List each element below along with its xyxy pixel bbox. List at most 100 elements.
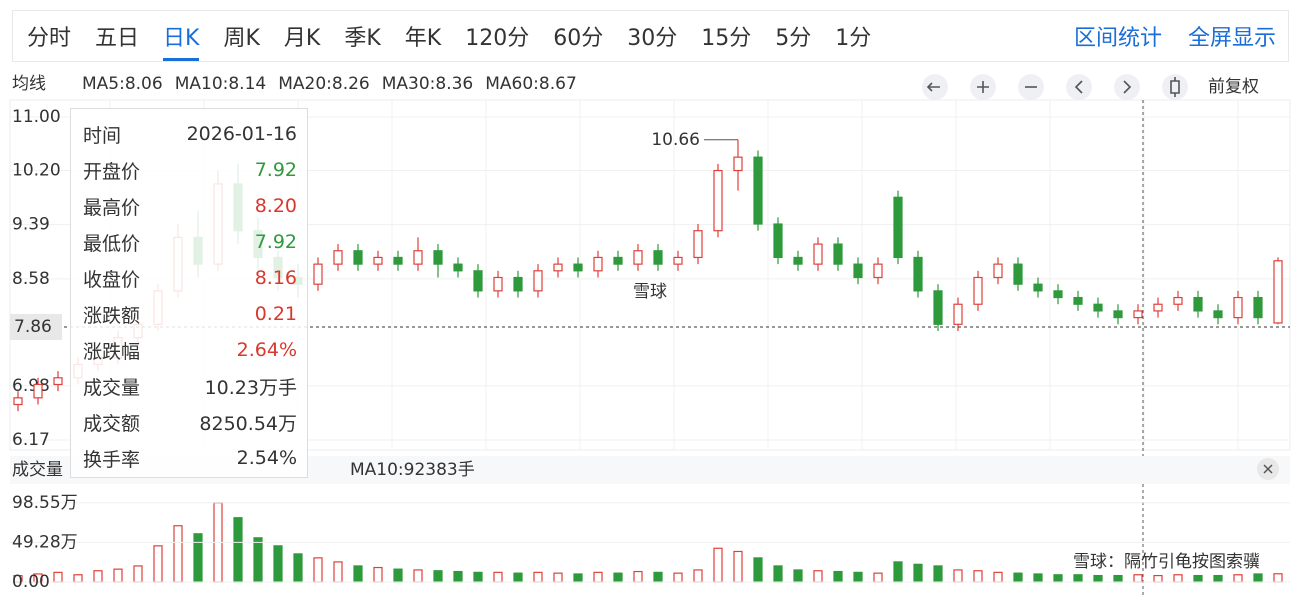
volume-bar xyxy=(153,545,163,583)
volume-bar xyxy=(693,569,703,583)
tool-button[interactable]: 区间统计 xyxy=(1073,26,1162,51)
period-tab[interactable]: 120分 xyxy=(465,25,530,51)
period-tab[interactable]: 月K xyxy=(283,25,321,51)
toolbar-icon[interactable] xyxy=(1114,74,1140,100)
period-tab[interactable]: 年K xyxy=(404,25,442,51)
tools: 区间统计 全屏显示 xyxy=(1048,20,1276,52)
volume-bar xyxy=(633,570,643,583)
volume-bar xyxy=(733,550,743,583)
tooltip: 时间 2026-01-16 开盘价 7.92 最高价 8.20 最低价 7.92 收盘价 8.16… xyxy=(70,108,308,478)
volume-bar xyxy=(313,557,323,583)
volume-tick-label: 98.55万 xyxy=(12,493,78,513)
period-tab[interactable]: 15分 xyxy=(701,25,752,51)
candle-body xyxy=(773,223,783,259)
volume-bar xyxy=(973,570,983,583)
volume-bar xyxy=(753,557,763,583)
candle-body xyxy=(1193,296,1203,312)
volume-bar xyxy=(473,571,483,583)
volume-bar xyxy=(793,569,803,583)
period-tab[interactable]: 5分 xyxy=(775,25,812,51)
volume-bar xyxy=(73,574,83,583)
period-tab[interactable]: 周K xyxy=(223,25,260,51)
period-tab[interactable]: 1分 xyxy=(835,25,872,51)
volume-bar xyxy=(113,568,123,583)
volume-bar xyxy=(1253,573,1263,583)
tooltip-label: 时间 xyxy=(83,124,122,147)
candle-body xyxy=(673,256,683,265)
ma-legend: MA5:8.06 xyxy=(82,74,163,94)
period-tab[interactable]: 日K xyxy=(163,12,200,61)
volume-bar xyxy=(573,573,583,583)
volume-bar xyxy=(713,547,723,583)
tooltip-row: 成交额 8250.54万 xyxy=(83,407,297,437)
y-tick-label: 9.39 xyxy=(12,215,50,235)
ma-legend: MA60:8.67 xyxy=(485,74,577,94)
candle-body xyxy=(1073,296,1083,305)
volume-bar xyxy=(873,572,883,583)
volume-bar xyxy=(1233,574,1243,583)
tooltip-row: 最高价 8.20 xyxy=(83,191,297,221)
adjust-toggle[interactable]: 前复权 xyxy=(1208,77,1259,97)
toolbar-glyph xyxy=(1170,77,1180,97)
close-glyph xyxy=(1263,464,1273,474)
candle-body xyxy=(813,243,823,265)
volume-bar xyxy=(953,569,963,583)
volume-bar xyxy=(373,566,383,583)
volume-bar xyxy=(893,561,903,583)
candle-body xyxy=(433,250,443,265)
volume-bar xyxy=(133,565,143,583)
volume-bar xyxy=(833,570,843,583)
period-tab[interactable]: 60分 xyxy=(553,25,604,51)
tooltip-label: 最高价 xyxy=(83,196,141,219)
candle-body xyxy=(753,156,763,225)
period-tab[interactable]: 分时 xyxy=(27,25,72,51)
period-tab[interactable]: 五日 xyxy=(95,25,140,51)
volume-bar xyxy=(393,568,403,583)
volume-bar xyxy=(993,571,1003,583)
toolbar-glyph xyxy=(1074,80,1083,94)
volume-bar xyxy=(293,553,303,583)
candle-body xyxy=(1033,283,1043,292)
tooltip-value: 8.16 xyxy=(254,267,297,289)
candle-body xyxy=(533,270,543,292)
candle-body xyxy=(1053,290,1063,299)
candle-body xyxy=(913,256,923,292)
tooltip-value: 8.20 xyxy=(254,195,297,217)
tooltip-value: 2026-01-16 xyxy=(186,123,297,145)
tooltip-value: 0.21 xyxy=(254,303,297,325)
candle-body xyxy=(453,263,463,272)
tooltip-label: 涨跌幅 xyxy=(83,340,141,363)
ma-legend: MA10:8.14 xyxy=(175,74,267,94)
candle-body xyxy=(333,250,343,265)
volume-bar xyxy=(413,569,423,583)
toolbar-glyph xyxy=(977,81,989,93)
volume-bar xyxy=(1113,574,1123,583)
tooltip-label: 收盘价 xyxy=(83,268,141,291)
period-tab[interactable]: 30分 xyxy=(627,25,678,51)
candle-body xyxy=(1093,303,1103,312)
volume-bar xyxy=(453,570,463,583)
y-tick-label: 8.58 xyxy=(12,269,50,289)
volume-bar xyxy=(673,572,683,583)
candle-body xyxy=(393,256,403,265)
period-tab[interactable]: 季K xyxy=(344,25,381,51)
tooltip-value: 8250.54万 xyxy=(199,412,297,435)
volume-bar xyxy=(1053,574,1063,583)
candle-body xyxy=(1213,310,1223,319)
volume-bar xyxy=(433,570,443,583)
toolbar-icon[interactable] xyxy=(1066,74,1092,100)
volume-bar xyxy=(1193,574,1203,583)
candle-body xyxy=(1173,296,1183,305)
ma-legend: MA30:8.36 xyxy=(382,74,474,94)
candle-body xyxy=(1113,310,1123,319)
candle-body xyxy=(793,256,803,265)
toolbar-icon[interactable] xyxy=(1162,74,1188,100)
y-tick-label: 11.00 xyxy=(12,107,61,127)
tool-button[interactable]: 全屏显示 xyxy=(1187,26,1276,51)
tooltip-value: 2.64% xyxy=(236,339,297,361)
tooltip-value: 2.54% xyxy=(236,447,297,469)
tooltip-value: 10.23万手 xyxy=(204,376,297,399)
volume-title: 成交量 xyxy=(12,460,63,480)
candle-body xyxy=(313,263,323,285)
footer-watermark: 雪球：隔竹引龟按图索骥 xyxy=(1073,552,1260,572)
